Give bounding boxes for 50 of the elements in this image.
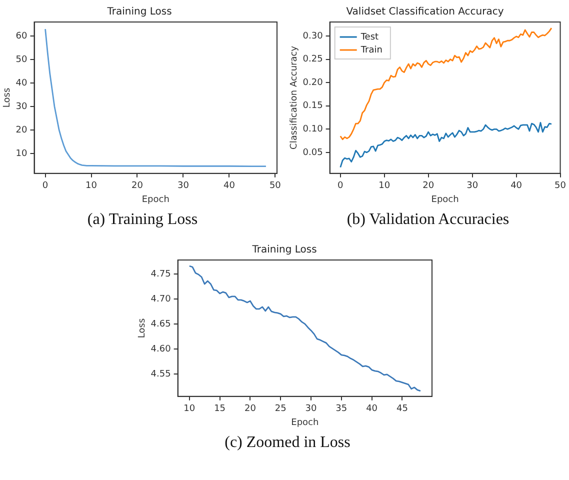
- x-tick-label: 50: [269, 181, 282, 192]
- y-tick-label: 4.60: [150, 344, 172, 354]
- x-tick-label: 35: [336, 404, 348, 414]
- x-tick-label: 20: [422, 181, 434, 192]
- y-tick-label: 0.30: [302, 31, 324, 42]
- y-tick-label: 30: [16, 102, 28, 112]
- y-tick-label: 4.70: [150, 294, 172, 304]
- y-axis-title: Classification Accuracy: [290, 45, 300, 150]
- y-tick-label: 10: [16, 148, 28, 159]
- x-tick-label: 0: [338, 181, 344, 192]
- y-tick-label: 0.10: [302, 124, 324, 134]
- x-tick-label: 10: [86, 181, 98, 192]
- text: (c) Zoomed in Loss: [224, 434, 352, 452]
- y-tick-label: 0.25: [302, 54, 323, 65]
- text: (a) Training Loss: [86, 211, 199, 229]
- y-tick-label: 60: [16, 31, 28, 42]
- x-tick-label: 50: [554, 181, 566, 192]
- y-tick-label: 4.55: [150, 369, 171, 380]
- x-tick-label: 15: [214, 404, 226, 414]
- chart-title: Validset Classification Accuracy: [346, 6, 504, 18]
- x-tick-label: 10: [378, 181, 390, 192]
- y-tick-label: 40: [16, 78, 28, 88]
- x-tick-label: 30: [177, 181, 190, 192]
- x-tick-label: 30: [466, 181, 478, 192]
- y-tick-label: 0.20: [302, 78, 324, 88]
- x-tick-label: 40: [366, 404, 378, 414]
- y-tick-label: 0.15: [302, 101, 323, 112]
- x-tick-label: 45: [396, 404, 408, 414]
- x-tick-label: 40: [510, 181, 522, 192]
- x-tick-label: 10: [184, 404, 196, 414]
- chart-title: Training Loss: [251, 244, 317, 256]
- x-tick-label: 0: [42, 181, 48, 192]
- legend-label: Test: [360, 32, 380, 42]
- y-tick-label: 20: [16, 125, 28, 136]
- x-tick-label: 20: [244, 404, 256, 414]
- legend-label: Train: [360, 45, 382, 56]
- x-axis-title: Epoch: [142, 194, 170, 205]
- x-tick-label: 20: [132, 181, 144, 192]
- y-tick-label: 0.05: [302, 148, 323, 158]
- x-tick-label: 40: [223, 181, 236, 192]
- y-tick-label: 50: [16, 54, 28, 65]
- y-axis-title: Loss: [2, 88, 13, 108]
- y-tick-label: 4.65: [150, 319, 171, 330]
- chart-title: Training Loss: [106, 6, 172, 18]
- y-tick-label: 4.75: [150, 269, 171, 280]
- x-tick-label: 25: [274, 404, 286, 414]
- x-axis-title: Epoch: [291, 418, 319, 428]
- x-axis-title: Epoch: [431, 194, 459, 205]
- y-axis-title: Loss: [138, 318, 148, 338]
- text: (b) Validation Accuracies: [346, 211, 510, 229]
